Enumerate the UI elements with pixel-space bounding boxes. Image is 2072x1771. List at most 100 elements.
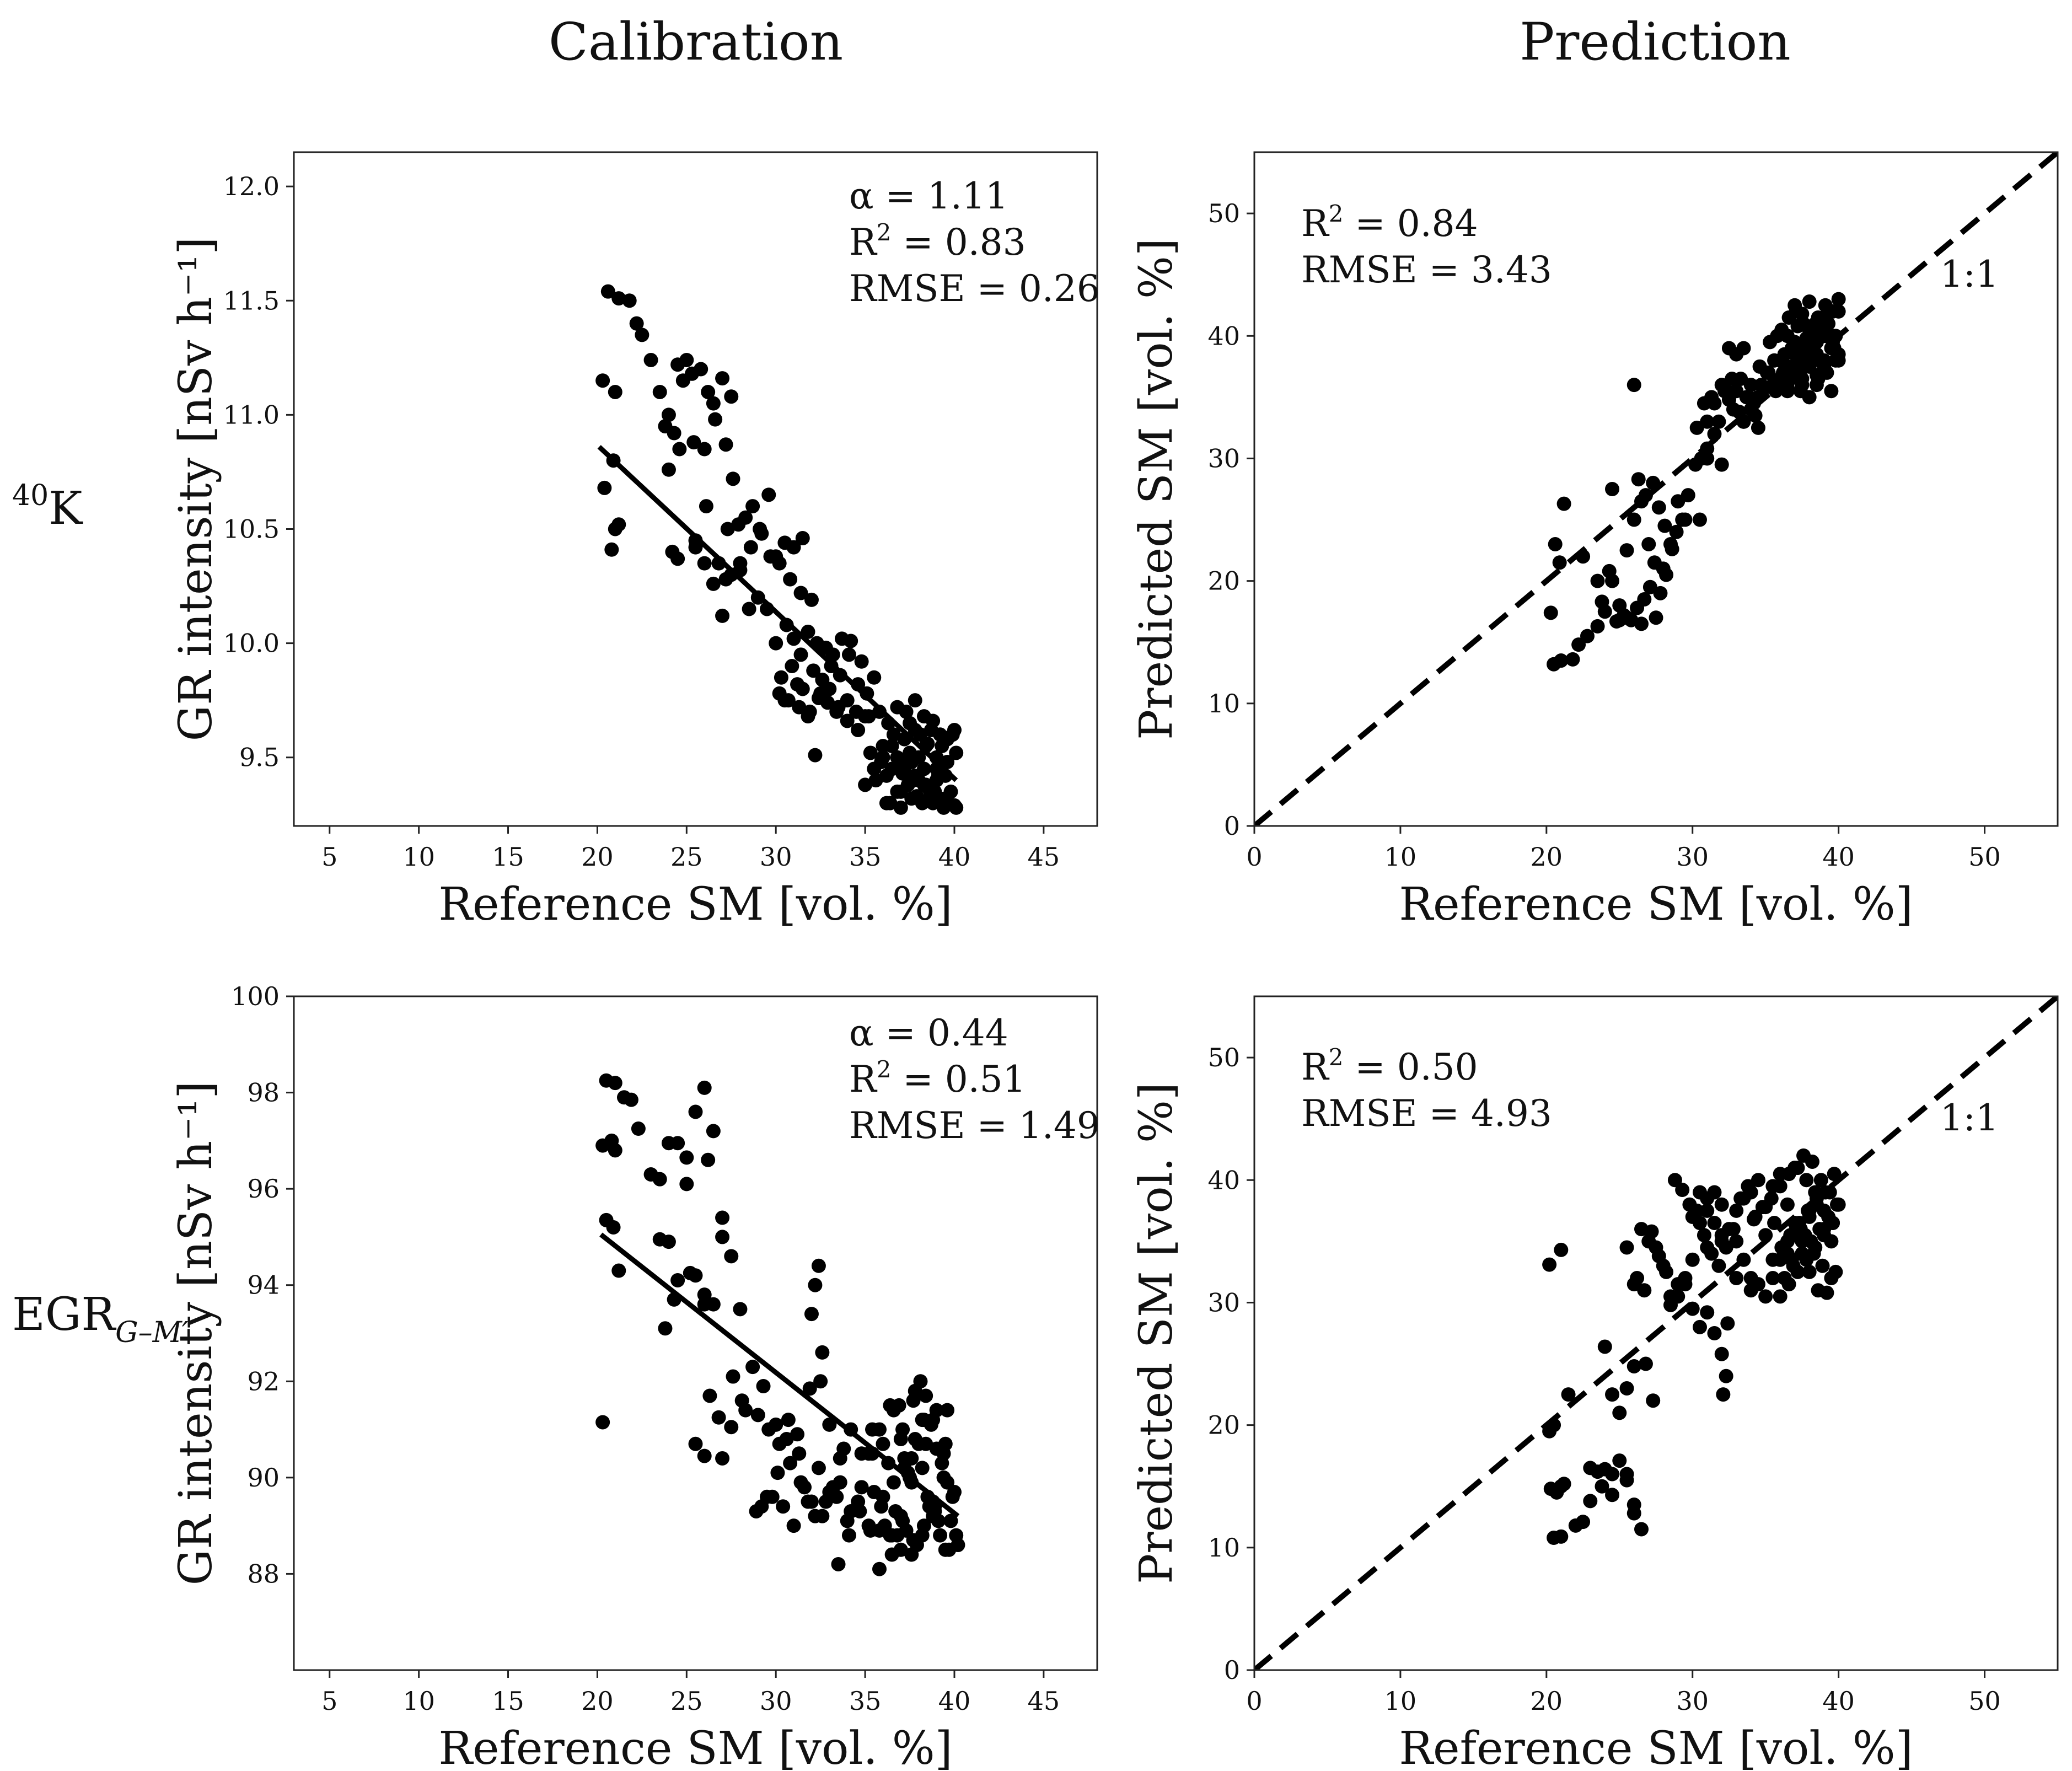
data-point (1554, 1529, 1569, 1544)
data-point (745, 1360, 760, 1375)
data-point (851, 723, 866, 738)
data-point (1627, 1498, 1641, 1512)
x-tick-label: 50 (1968, 1686, 2001, 1716)
data-point (679, 352, 694, 367)
data-point (1707, 1326, 1722, 1340)
data-point (818, 1494, 833, 1509)
data-point (1751, 420, 1765, 435)
data-point (1736, 341, 1751, 356)
data-point (1764, 1191, 1779, 1206)
one-to-one-line (1254, 996, 2058, 1670)
data-point (726, 1369, 740, 1384)
data-point (670, 1273, 685, 1287)
data-point (1576, 1515, 1591, 1530)
data-point (661, 1235, 676, 1249)
data-point (738, 1403, 753, 1418)
y-tick-label: 100 (231, 981, 280, 1011)
data-point (854, 1480, 869, 1495)
data-point (706, 396, 721, 411)
data-point (1765, 1252, 1780, 1267)
data-point (825, 647, 840, 662)
data-point (1627, 1277, 1641, 1292)
data-point (1700, 414, 1715, 429)
data-point (1805, 1154, 1819, 1169)
data-point (949, 745, 964, 760)
data-point (635, 328, 649, 342)
data-point (1759, 365, 1774, 380)
x-tick-label: 20 (581, 842, 614, 872)
data-point (1826, 1216, 1840, 1231)
data-point (661, 462, 676, 477)
fit-line (597, 445, 958, 782)
x-tick-label: 5 (321, 842, 337, 872)
y-tick-label: 98 (247, 1078, 280, 1108)
data-point (624, 1092, 638, 1107)
data-point (829, 1489, 844, 1504)
data-point (804, 592, 819, 607)
data-point (701, 384, 716, 399)
data-point (724, 389, 739, 404)
data-point (929, 1403, 944, 1418)
data-point (1689, 1203, 1704, 1218)
data-point (643, 352, 658, 367)
data-point (886, 1475, 901, 1490)
data-point (884, 761, 899, 776)
data-point (1583, 1494, 1598, 1509)
data-point (1707, 396, 1722, 411)
data-point (786, 540, 801, 555)
data-point (808, 748, 823, 763)
x-tick-label: 45 (1028, 842, 1060, 872)
data-point (802, 1381, 817, 1396)
data-point (738, 510, 753, 525)
data-point (1765, 1271, 1780, 1286)
data-point (667, 426, 681, 441)
data-point (893, 784, 908, 799)
data-point (1719, 1368, 1733, 1383)
data-point (679, 1177, 694, 1192)
data-point (890, 750, 905, 765)
data-point (822, 681, 837, 696)
data-point (1802, 294, 1817, 309)
data-point (718, 572, 733, 587)
y-tick-label: 40 (1207, 1165, 1240, 1195)
x-tick-label: 0 (1246, 842, 1262, 872)
data-point (1795, 372, 1810, 387)
y-tick-label: 10 (1207, 1533, 1240, 1563)
data-point (811, 1258, 826, 1273)
data-point (1700, 1305, 1715, 1320)
data-point (906, 773, 921, 788)
data-point (1743, 1185, 1758, 1200)
one-to-one-line (1254, 152, 2058, 826)
data-point (1711, 1258, 1726, 1273)
data-point (945, 1489, 960, 1504)
data-point (724, 1249, 739, 1264)
y-tick-label: 90 (247, 1463, 280, 1493)
data-point (1799, 1173, 1814, 1188)
data-point (940, 1403, 955, 1418)
data-point (895, 1422, 910, 1437)
data-point (745, 499, 760, 514)
data-point (874, 755, 889, 770)
stats-annotation-line: R2 = 0.84 (1301, 200, 1478, 245)
data-point (793, 647, 808, 662)
stats-annotation-line-rest: = 0.51 (891, 1058, 1026, 1101)
data-point (661, 407, 676, 422)
data-point (811, 1461, 826, 1475)
data-point (1612, 598, 1627, 613)
data-point (1799, 331, 1814, 346)
data-point (863, 1523, 878, 1538)
y-tick-label: 0 (1224, 811, 1240, 841)
data-point (1809, 378, 1824, 393)
data-point (1781, 1277, 1796, 1292)
stats-annotation-line-sup: 2 (877, 1056, 892, 1083)
data-point (629, 316, 644, 331)
panel-prediction-40k: 0 10 20 30 40 50 0 10 20 30 40 50 Reference SM [vol.… (1130, 151, 2059, 931)
data-point (906, 1533, 921, 1548)
data-point (852, 1504, 867, 1518)
scatter-points (595, 1073, 965, 1576)
data-point (1692, 1319, 1707, 1334)
data-point (1595, 1479, 1609, 1494)
data-point (1605, 1387, 1620, 1402)
column-title-calibration: Calibration (549, 12, 843, 72)
data-point (1627, 1359, 1641, 1373)
